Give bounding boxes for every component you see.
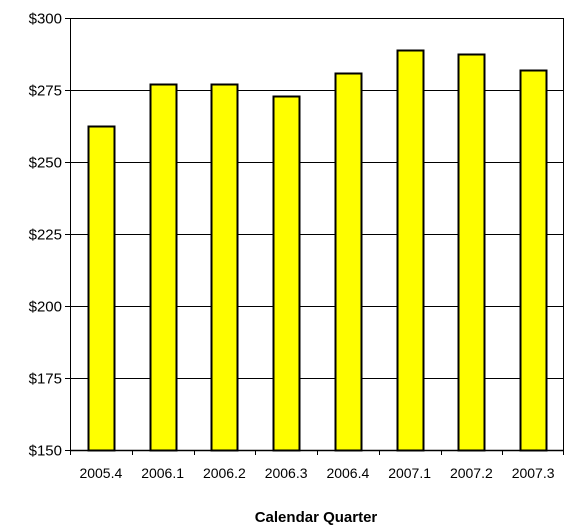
bar-2006.1 <box>149 83 178 452</box>
gridlines <box>70 18 564 379</box>
y-tick-label: $250 <box>29 155 62 172</box>
y-tick-label: $300 <box>29 11 62 28</box>
bar-2005.4 <box>87 125 116 452</box>
x-axis-title: Calendar Quarter <box>255 509 378 526</box>
x-tick-label: 2006.2 <box>203 465 246 481</box>
y-tick-label: $275 <box>29 83 62 100</box>
x-tick-label: 2006.1 <box>141 465 184 481</box>
x-tick-labels: 2005.4 2006.1 2006.2 2006.3 2006.4 2007.1 2007… <box>79 465 554 481</box>
y-tick-label: $200 <box>29 299 62 316</box>
bar-2006.4 <box>334 72 363 452</box>
y-tick-label: $150 <box>29 443 62 460</box>
x-tick-label: 2007.1 <box>388 465 431 481</box>
x-tick-label: 2006.4 <box>326 465 369 481</box>
y-tick-label: $175 <box>29 371 62 388</box>
y-tick-label: $225 <box>29 227 62 244</box>
bar-2006.3 <box>272 95 301 452</box>
bars <box>87 49 548 452</box>
bar-2007.3 <box>519 69 548 452</box>
axes <box>65 18 564 455</box>
x-tick-label: 2007.2 <box>450 465 493 481</box>
x-tick-label: 2005.4 <box>79 465 122 481</box>
bar-2007.2 <box>457 53 486 452</box>
y-tick-labels: $150 $175 $200 $225 $250 $275 $300 <box>29 11 62 460</box>
x-tick-label: 2007.3 <box>512 465 555 481</box>
bar-2007.1 <box>396 49 425 452</box>
x-tick-label: 2006.3 <box>265 465 308 481</box>
bar-2006.2 <box>210 83 239 452</box>
